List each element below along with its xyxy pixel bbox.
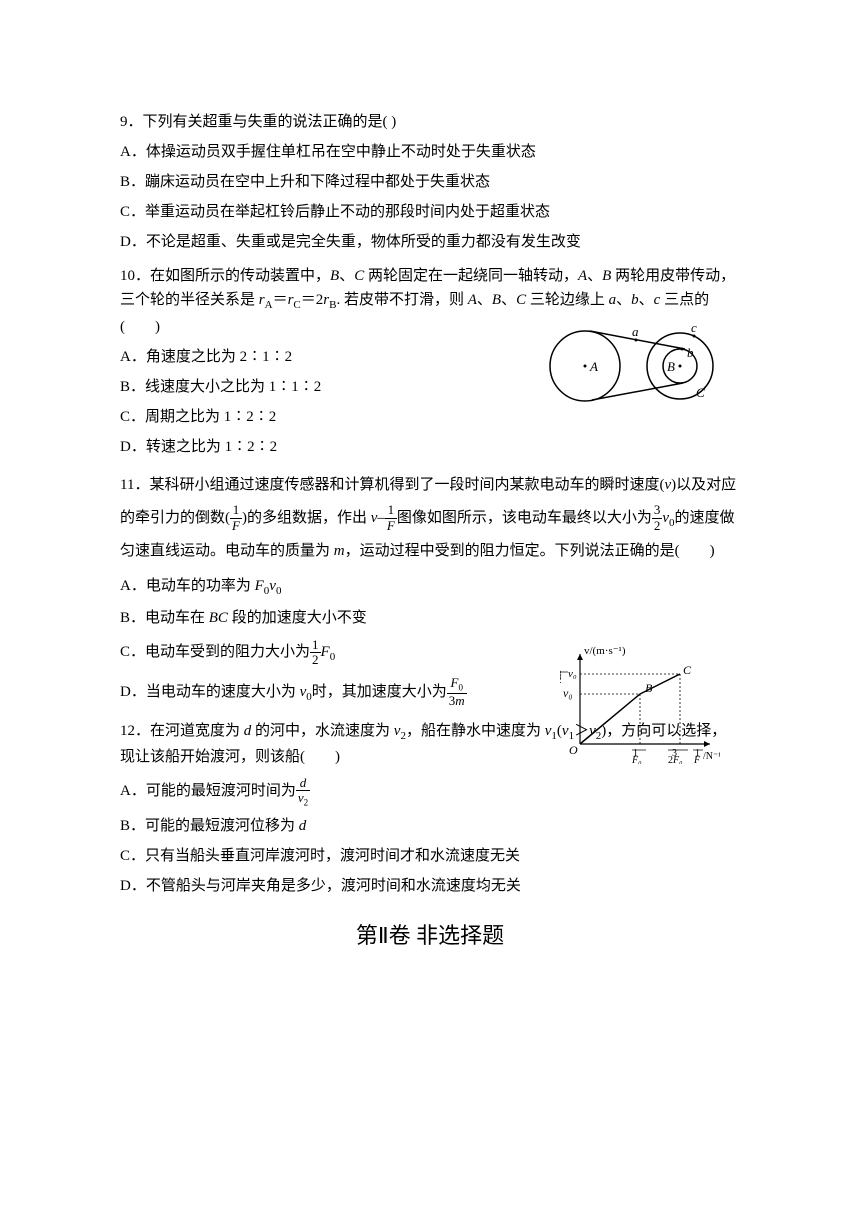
q9-option-b: B．蹦床运动员在空中上升和下降过程中都处于失重状态: [120, 170, 740, 194]
svg-text:a: a: [632, 324, 639, 339]
svg-text:2F₀: 2F₀: [668, 755, 683, 764]
q11-option-a: A．电动车的功率为 F0v0: [120, 574, 740, 601]
q9-option-c: C．举重运动员在举起杠铃后静止不动的那段时间内处于超重状态: [120, 200, 740, 224]
svg-text:F: F: [693, 755, 701, 764]
svg-text:B: B: [645, 681, 653, 695]
q11-option-b: B．电动车在 BC 段的加速度大小不变: [120, 606, 740, 630]
svg-text:/N⁻¹: /N⁻¹: [703, 751, 720, 762]
q12-option-d: D．不管船头与河岸夹角是多少，渡河时间和水流速度均无关: [120, 874, 740, 898]
svg-text:A: A: [589, 359, 598, 374]
svg-text:C: C: [683, 663, 692, 677]
svg-text:O: O: [569, 743, 578, 757]
q11-graph: O v₀ 3 2 v₀ v/(m·s⁻¹) B C 1 F₀ 3 2F₀ 1 F…: [560, 644, 720, 764]
q9-option-a: A．体操运动员双手握住单杠吊在空中静止不动时处于失重状态: [120, 140, 740, 164]
svg-text:c: c: [691, 324, 697, 335]
q10-pulley-diagram: A B C a b c: [530, 324, 730, 404]
svg-text:v/(m·s⁻¹): v/(m·s⁻¹): [584, 645, 626, 657]
section-2-title: 第Ⅱ卷 非选择题: [120, 918, 740, 953]
svg-text:2: 2: [560, 675, 562, 685]
svg-text:F₀: F₀: [631, 755, 642, 764]
q10-option-c: C．周期之比为 1∶2∶2: [120, 405, 740, 429]
q12-option-b: B．可能的最短渡河位移为 d: [120, 814, 740, 838]
question-11: 11．某科研小组通过速度传感器和计算机得到了一段时间内某款电动车的瞬时速度(v)…: [120, 469, 740, 709]
q11-text: 11．某科研小组通过速度传感器和计算机得到了一段时间内某款电动车的瞬时速度(v)…: [120, 469, 740, 568]
q12-option-c: C．只有当船头垂直河岸渡河时，渡河时间才和水流速度无关: [120, 844, 740, 868]
svg-text:v₀: v₀: [568, 668, 577, 680]
svg-text:C: C: [696, 385, 705, 400]
q12-option-a: A．可能的最短渡河时间为dv2: [120, 775, 740, 808]
svg-text:b: b: [687, 345, 694, 360]
question-10: 10．在如图所示的传动装置中，B、C 两轮固定在一起绕同一轴转动，A、B 两轮用…: [120, 264, 740, 459]
q9-text: 9．下列有关超重与失重的说法正确的是( ): [120, 110, 740, 134]
question-9: 9．下列有关超重与失重的说法正确的是( ) A．体操运动员双手握住单杠吊在空中静…: [120, 110, 740, 254]
q9-option-d: D．不论是超重、失重或是完全失重，物体所受的重力都没有发生改变: [120, 230, 740, 254]
q10-option-d: D．转速之比为 1∶2∶2: [120, 435, 740, 459]
svg-text:B: B: [667, 359, 675, 374]
svg-text:v₀: v₀: [563, 686, 573, 700]
